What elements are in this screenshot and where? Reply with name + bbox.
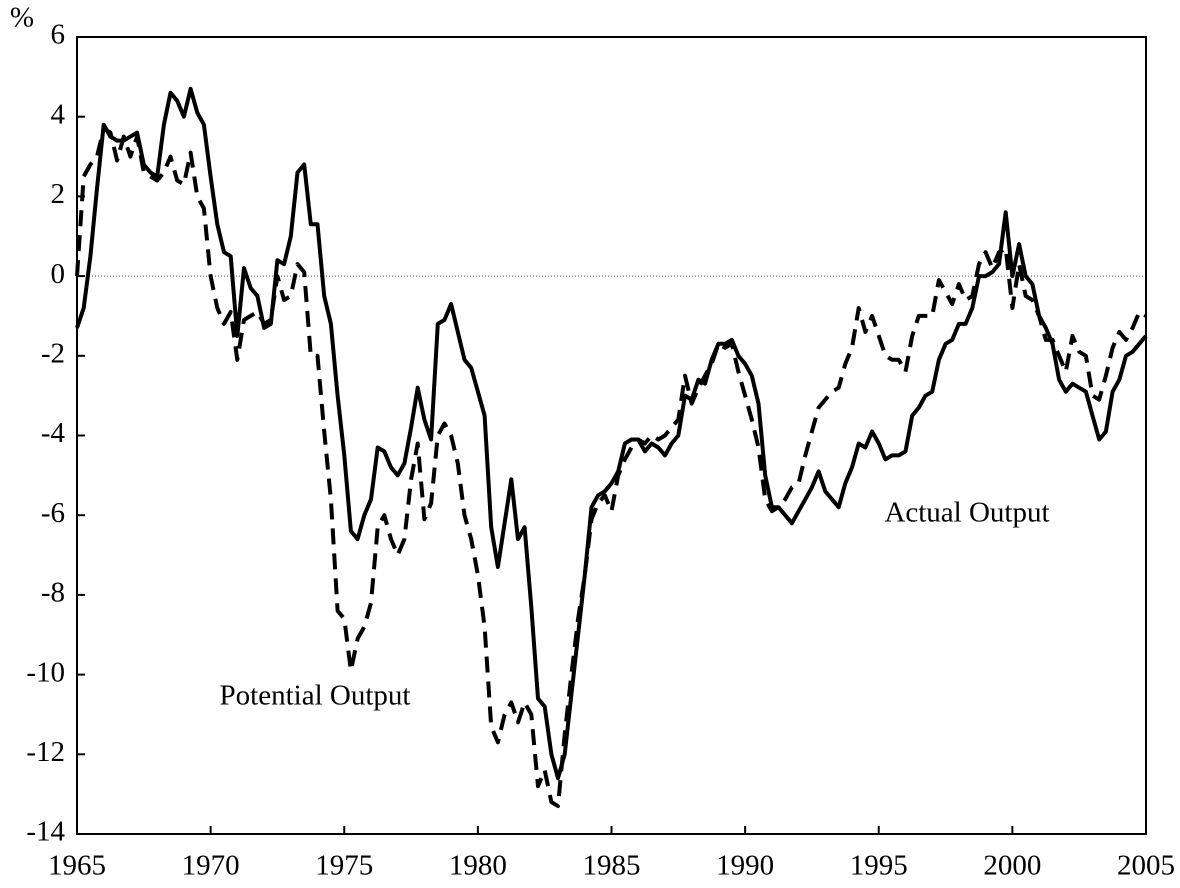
x-tick-label: 1985	[583, 850, 641, 882]
annotation: Potential Output	[220, 680, 411, 712]
y-tick-label: -14	[26, 816, 65, 848]
y-tick-label: -10	[26, 656, 65, 688]
y-tick-label: -2	[41, 337, 65, 369]
x-tick-label: 1995	[850, 850, 908, 882]
y-tick-label: 2	[51, 178, 66, 210]
y-tick-label: 6	[51, 19, 66, 51]
y-tick-label: -12	[26, 736, 65, 768]
series-line	[75, 86, 1148, 781]
y-tick-label: 0	[51, 258, 66, 290]
x-tick-label: 1990	[716, 850, 774, 882]
y-tick-label: 4	[51, 98, 66, 130]
x-tick-label: 1980	[449, 850, 507, 882]
x-tick-label: 2000	[983, 850, 1041, 882]
x-tick-label: 1970	[182, 850, 240, 882]
y-tick-label: -8	[41, 577, 65, 609]
plot-frame	[76, 36, 1147, 835]
x-tick-label: 1975	[315, 850, 373, 882]
y-tick-label: -4	[41, 417, 66, 449]
x-tick-label: 1965	[48, 850, 106, 882]
series-line	[75, 126, 1148, 809]
annotation: Actual Output	[884, 497, 1049, 529]
x-tick-label: 2005	[1117, 850, 1175, 882]
y-tick-label: -6	[41, 497, 65, 529]
y-axis-label: %	[10, 2, 34, 34]
